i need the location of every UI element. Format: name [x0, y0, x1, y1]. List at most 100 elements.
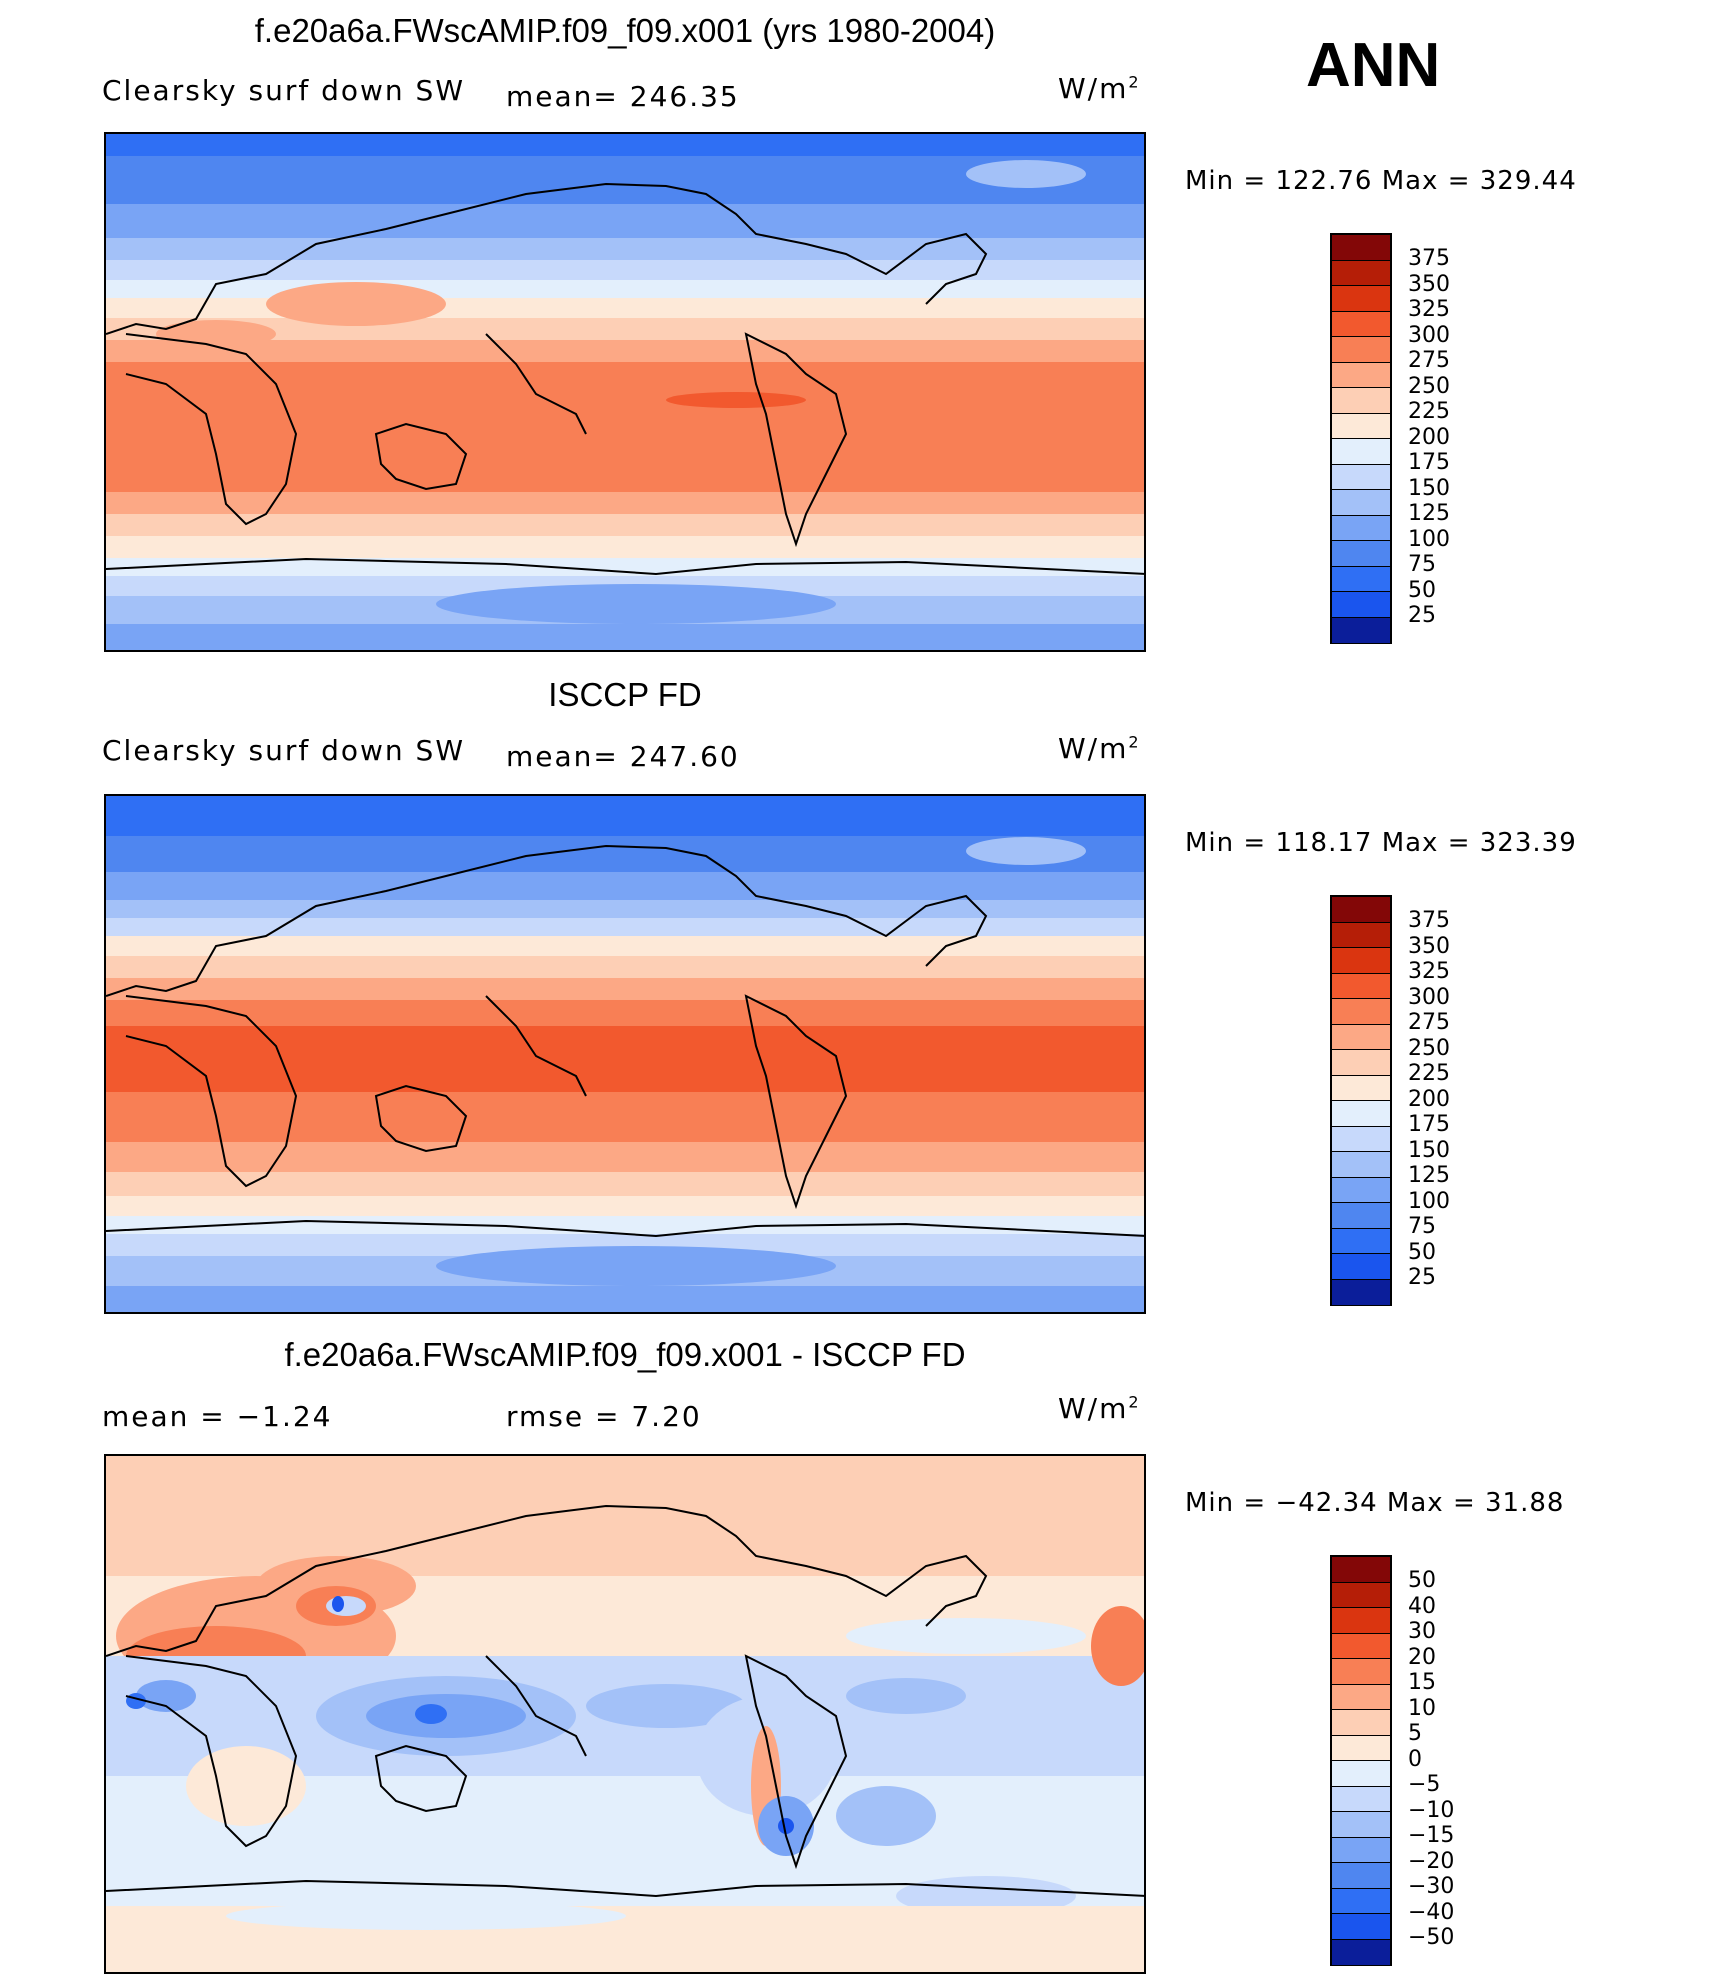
panel3-colorbar-cell: [1332, 1710, 1390, 1736]
panel2-bands: [106, 796, 1144, 1312]
panel2-colorbar-cell: [1332, 1228, 1390, 1254]
panel3-level: −40: [1408, 1899, 1455, 1925]
panel1-colorbar-cell: [1332, 592, 1390, 618]
panel2-colorbar-cell: [1332, 1177, 1390, 1203]
panel3-minmax: Min = −42.34 Max = 31.88: [1185, 1488, 1565, 1518]
panel2-colorbar-cell: [1332, 897, 1390, 923]
panel2-level: 375: [1408, 908, 1450, 933]
panel1-level: 225: [1408, 399, 1450, 424]
panel1-colorbar-cell: [1332, 388, 1390, 414]
panel1-colorbar-cell: [1332, 286, 1390, 312]
panel1-level: 250: [1408, 373, 1450, 399]
panel3-colorbar-cell: [1332, 1761, 1390, 1787]
panel3-level: −50: [1408, 1925, 1455, 1950]
panel2-minmax: Min = 118.17 Max = 323.39: [1185, 828, 1577, 858]
panel2-colorbar-cell: [1332, 1050, 1390, 1076]
panel1-level: 50: [1408, 577, 1436, 603]
panel3-fields: [106, 1456, 1144, 1972]
panel1-level: 75: [1408, 552, 1436, 577]
panel2-colorbar-cell: [1332, 1126, 1390, 1152]
panel1-title: f.e20a6a.FWscAMIP.f09_f09.x001 (yrs 1980…: [254, 12, 996, 49]
panel2-colorbar-cell: [1332, 1152, 1390, 1178]
panel2-level: 150: [1408, 1137, 1450, 1163]
panel1-bands: [106, 134, 1144, 650]
panel2-coastlines: [106, 844, 1144, 1238]
panel1-colorbar-cell: [1332, 439, 1390, 465]
panel3-level: −5: [1408, 1772, 1441, 1797]
panel3-colorbar-cell: [1332, 1888, 1390, 1914]
panel3-level: 30: [1408, 1619, 1436, 1644]
panel2-colorbar-cell: [1332, 1203, 1390, 1229]
panel3-colorbar-cell: [1332, 1608, 1390, 1634]
panel3-colorbar-cell: [1332, 1735, 1390, 1761]
panel2-units: W/m2: [1058, 732, 1141, 765]
panel2-mean: mean= 247.60: [506, 740, 740, 773]
panel3-colorbar-cell: [1332, 1659, 1390, 1685]
panel3-colorbar-labels: 50 40 30 20 15 10 5 0 −5 −10 −15 −20 −30…: [1408, 1568, 1454, 1951]
panel1-level: 100: [1408, 526, 1450, 552]
panel1-colorbar-cell: [1332, 260, 1390, 286]
panel2-level: 175: [1408, 1112, 1450, 1137]
panel1-level: 325: [1408, 297, 1450, 322]
panel2-colorbar-cell: [1332, 1101, 1390, 1127]
panel1-level: 150: [1408, 475, 1450, 501]
panel1-colorbar-cell: [1332, 464, 1390, 490]
panel1-colorbar-cell: [1332, 541, 1390, 567]
panel1-level: 125: [1408, 501, 1450, 526]
panel1-map: [104, 132, 1146, 652]
panel3-map-svg: [106, 1456, 1144, 1972]
panel3-map: [104, 1454, 1146, 1974]
panel3-level: 0: [1408, 1746, 1422, 1772]
panel2-level: 75: [1408, 1214, 1436, 1239]
panel1-colorbar-cell: [1332, 566, 1390, 592]
panel3-level: 50: [1408, 1568, 1436, 1593]
panel2-variable-label: Clearsky surf down SW: [102, 734, 466, 767]
panel2-colorbar-cell: [1332, 1024, 1390, 1050]
panel2-level: 275: [1408, 1010, 1450, 1035]
panel3-rmse: rmse = 7.20: [506, 1400, 702, 1433]
panel1-level: 275: [1408, 348, 1450, 373]
panel3-level: 10: [1408, 1695, 1436, 1721]
panel2-colorbar-cell: [1332, 1279, 1390, 1305]
panel3-colorbar-cell: [1332, 1837, 1390, 1863]
panel2-level: 300: [1408, 984, 1450, 1010]
panel1-level: 25: [1408, 603, 1436, 628]
panel2-colorbar-cell: [1332, 973, 1390, 999]
panel3-units: W/m2: [1058, 1392, 1141, 1425]
panel1-mean: mean= 246.35: [506, 80, 740, 113]
panel2-level: 200: [1408, 1086, 1450, 1112]
panel3-colorbar-cell: [1332, 1557, 1390, 1583]
panel2-level: 250: [1408, 1035, 1450, 1061]
panel3-level: −10: [1408, 1797, 1455, 1823]
panel2-level: 225: [1408, 1061, 1450, 1086]
panel3-colorbar-cell: [1332, 1582, 1390, 1608]
panel3-level: 40: [1408, 1593, 1436, 1619]
panel3-level: 5: [1408, 1721, 1422, 1746]
panel3-colorbar-cell: [1332, 1633, 1390, 1659]
panel2-colorbar-cell: [1332, 1075, 1390, 1101]
panel3-title: f.e20a6a.FWscAMIP.f09_f09.x001 - ISCCP F…: [284, 1336, 966, 1373]
panel2-map-svg: [106, 796, 1144, 1312]
panel3-coastlines: [106, 1504, 1144, 1898]
panel1-colorbar: [1330, 233, 1392, 644]
panel2-colorbar-cell: [1332, 999, 1390, 1025]
panel2-colorbar-cell: [1332, 1254, 1390, 1280]
panel1-units: W/m2: [1058, 72, 1141, 105]
panel1-colorbar-labels: 375 350 325 300 275 250 225 200 175 150 …: [1408, 246, 1450, 629]
panel3-level: −30: [1408, 1874, 1455, 1899]
panel1-level: 300: [1408, 322, 1450, 348]
panel1-colorbar-cell: [1332, 235, 1390, 261]
panel2-level: 25: [1408, 1265, 1436, 1290]
panel1-minmax: Min = 122.76 Max = 329.44: [1185, 166, 1577, 196]
panel1-coastlines: [106, 182, 1144, 576]
panel2-level: 125: [1408, 1163, 1450, 1188]
panel1-colorbar-cell: [1332, 617, 1390, 643]
panel3-level: −15: [1408, 1823, 1455, 1848]
panel3-colorbar-cell: [1332, 1863, 1390, 1889]
panel2-title: ISCCP FD: [548, 676, 702, 713]
panel3-level: −20: [1408, 1848, 1455, 1874]
panel3-colorbar-cell: [1332, 1939, 1390, 1965]
panel2-colorbar-cell: [1332, 948, 1390, 974]
panel1-map-svg: [106, 134, 1144, 650]
panel3-colorbar-cell: [1332, 1684, 1390, 1710]
